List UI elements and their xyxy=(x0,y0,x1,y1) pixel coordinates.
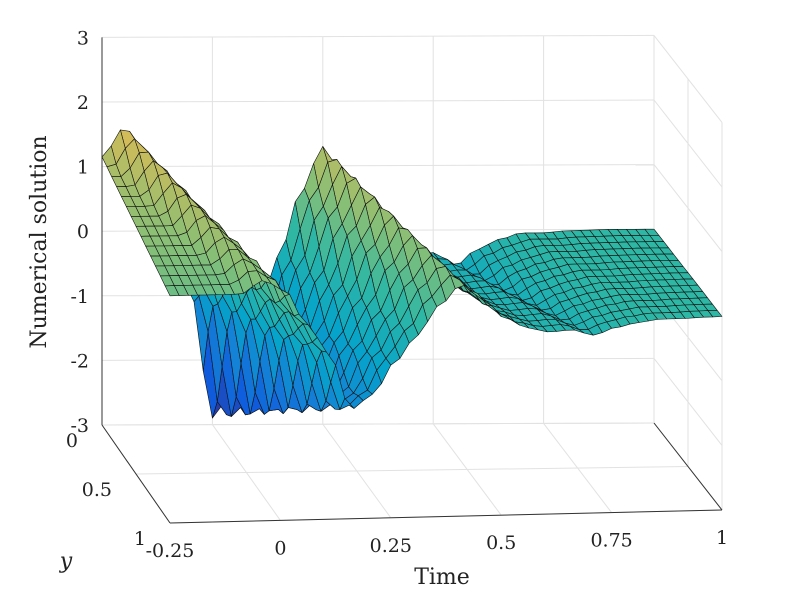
z-tick-label: 2 xyxy=(77,92,89,114)
z-tick-label: 0 xyxy=(77,221,89,243)
axis-line xyxy=(653,422,723,511)
y-tick-label: 1 xyxy=(134,528,146,550)
axis-line xyxy=(101,424,171,524)
y-axis-label: y xyxy=(59,549,73,574)
grid-line xyxy=(135,466,689,475)
x-tick-label: 0 xyxy=(274,537,286,559)
grid-line xyxy=(101,422,655,426)
x-tick-label: 0.75 xyxy=(590,530,632,552)
grid-line xyxy=(101,34,655,38)
x-tick-label: -0.25 xyxy=(146,540,195,562)
surface-patch xyxy=(164,285,180,297)
z-tick-label: 1 xyxy=(77,157,89,179)
x-axis-label: Time xyxy=(414,565,470,590)
axis-line xyxy=(169,509,723,524)
x-tick-label: 0.25 xyxy=(370,535,412,557)
x-tick-label: 0.5 xyxy=(486,532,516,554)
z-tick-label: -1 xyxy=(70,286,89,308)
z-axis-label: Numerical solution xyxy=(27,135,52,348)
z-tick-label: -2 xyxy=(70,350,89,372)
grid-line xyxy=(101,164,655,168)
z-tick-label: 3 xyxy=(77,27,89,49)
surface xyxy=(101,129,723,419)
z-tick-label: -3 xyxy=(70,415,89,437)
tick-labels: 3 2 1 0 -1 -2 -3 -0.25 0 0.25 0.5 0.75 1 0 0.5 1 xyxy=(66,27,728,562)
grid-line xyxy=(101,99,655,103)
y-tick-label: 0 xyxy=(66,430,78,452)
y-tick-label: 0.5 xyxy=(82,479,112,501)
x-tick-label: 1 xyxy=(716,527,728,549)
